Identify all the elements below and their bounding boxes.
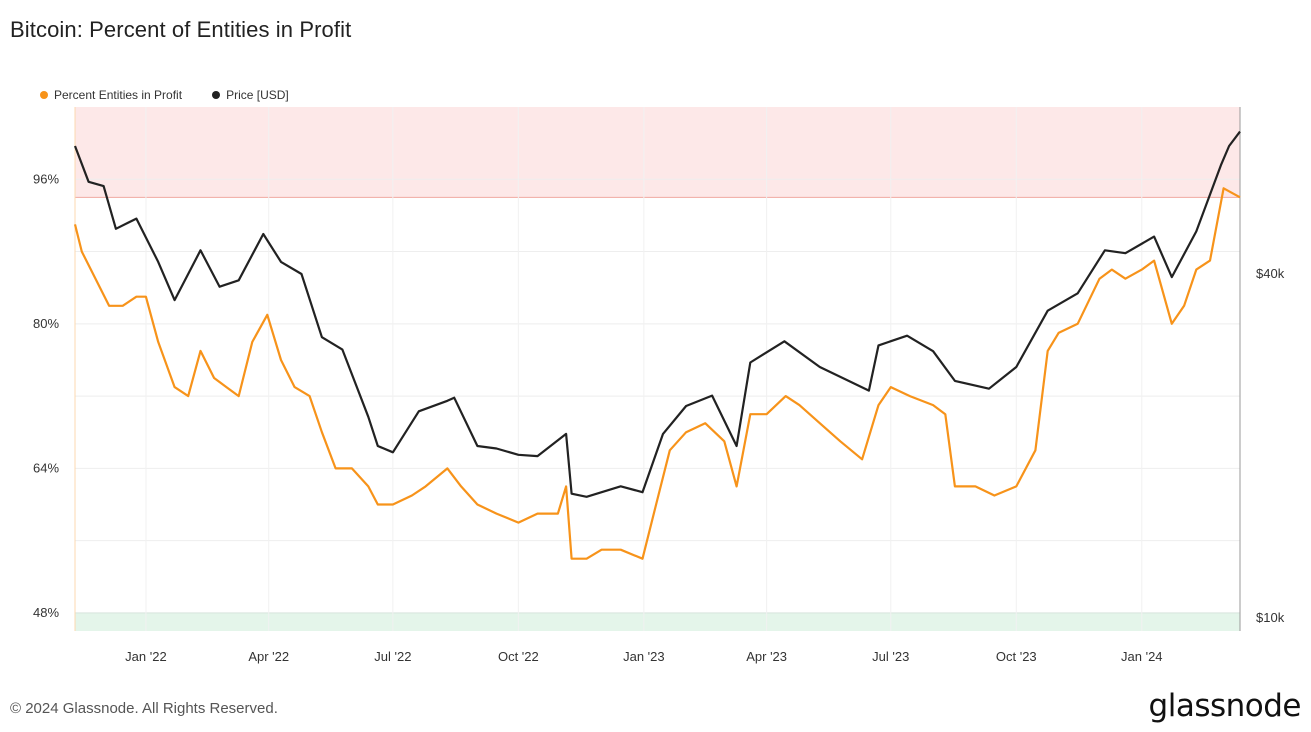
series-line-price bbox=[73, 130, 1241, 498]
copyright-text: © 2024 Glassnode. All Rights Reserved. bbox=[10, 700, 278, 717]
legend-label: Percent Entities in Profit bbox=[54, 88, 183, 102]
y-tick-label-left: 80% bbox=[33, 316, 59, 331]
band-upper bbox=[75, 107, 1240, 198]
x-tick-label: Jul '23 bbox=[872, 649, 909, 664]
legend-item-price[interactable]: Price [USD] bbox=[212, 88, 289, 102]
legend-dot-icon bbox=[40, 91, 48, 99]
series-line-profit bbox=[73, 187, 1241, 560]
brand-logo: glassnode bbox=[1148, 688, 1302, 724]
legend-dot-icon bbox=[212, 91, 221, 99]
y-tick-label-left: 48% bbox=[33, 605, 59, 620]
x-tick-label: Jan '24 bbox=[1121, 649, 1163, 664]
y-tick-label-left: 96% bbox=[33, 171, 59, 186]
x-tick-label: Jul '22 bbox=[374, 649, 411, 664]
legend-label: Price [USD] bbox=[226, 88, 289, 102]
x-tick-label: Jan '23 bbox=[623, 649, 665, 664]
x-tick-label: Jan '22 bbox=[125, 649, 167, 664]
y-tick-label-right: $40k bbox=[1256, 266, 1285, 281]
x-tick-label: Apr '22 bbox=[248, 649, 289, 664]
x-tick-label: Oct '22 bbox=[498, 649, 539, 664]
chart-plot: 96% 80% 64% 48% $40k $10k Jan '22 Apr '22 Jul '2… bbox=[33, 107, 1285, 664]
chart-legend: Percent Entities in Profit Price [USD] bbox=[40, 88, 289, 102]
chart-title: Bitcoin: Percent of Entities in Profit bbox=[10, 17, 352, 42]
x-tick-label: Apr '23 bbox=[746, 649, 787, 664]
legend-item-profit[interactable]: Percent Entities in Profit bbox=[40, 88, 182, 102]
x-tick-label: Oct '23 bbox=[996, 649, 1037, 664]
y-tick-label-left: 64% bbox=[33, 460, 59, 475]
band-lower bbox=[75, 612, 1240, 631]
y-tick-label-right: $10k bbox=[1256, 610, 1285, 625]
